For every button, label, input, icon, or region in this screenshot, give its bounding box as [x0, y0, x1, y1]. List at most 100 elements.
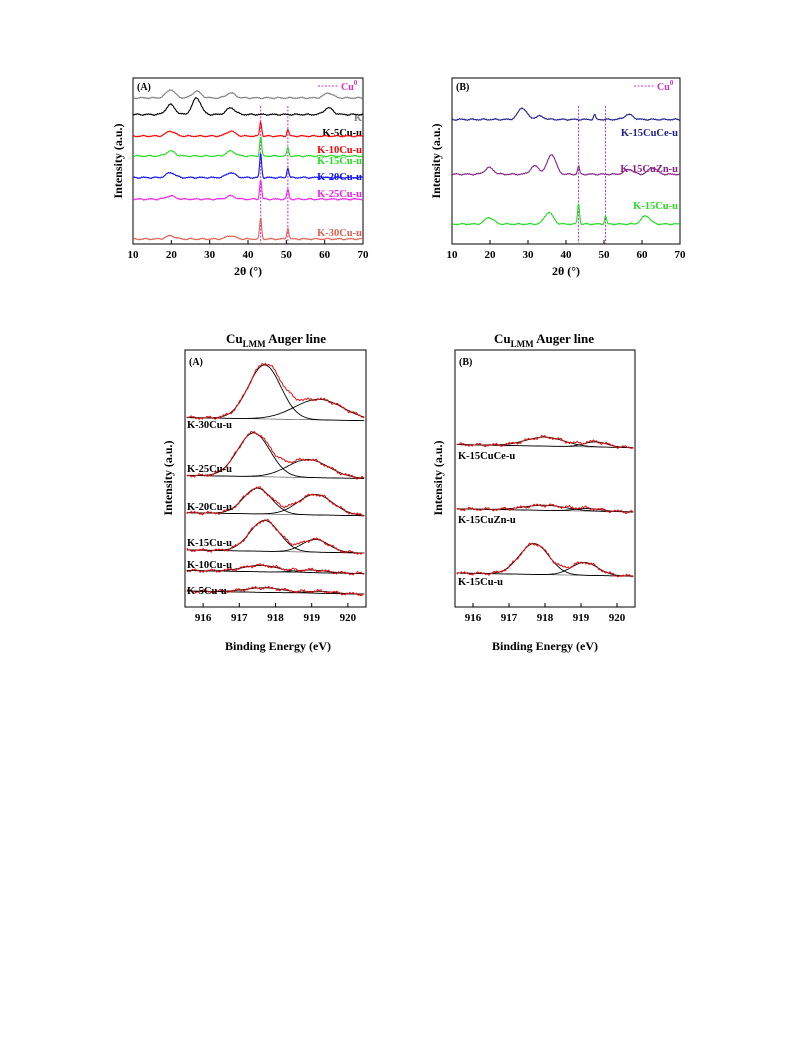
xps-b-series: K-15CuCe-u K-15CuZn-u K-15Cu-u [456, 434, 634, 588]
xps-b-x-ticks: 916 917 918 919 920 [465, 603, 626, 624]
xrd-a-series-line [132, 121, 364, 138]
xps-b-series-label: K-15CuZn-u [458, 515, 516, 526]
xrd-a-x-ticks: 10 20 30 40 50 60 70 [128, 240, 370, 261]
xrd-a-tick-label: 60 [319, 249, 331, 261]
xrd-a-legend-label: Cu0 [341, 79, 358, 93]
xps-a-tick-label: 916 [195, 612, 212, 624]
xrd-b-series-label: K-15CuZn-u [620, 164, 678, 175]
xrd-a-series-label: K [354, 113, 363, 124]
xrd-a-series-label: K-5Cu-u [322, 128, 362, 139]
xrd-b-series: K-15CuCe-u K-15CuZn-u K-15Cu-u [451, 107, 681, 226]
xps-a-raw-spectrum [186, 563, 365, 576]
xps-a-raw-spectrum [186, 518, 365, 556]
xrd-b-tick-label: 60 [637, 249, 649, 261]
xps-a-title: CuLMM Auger line [226, 331, 326, 349]
xrd-a-series-label: K-30Cu-u [317, 228, 362, 239]
xrd-b-tick-label: 30 [523, 249, 535, 261]
xrd-b-legend-label: Cu0 [657, 79, 674, 93]
xps-a-series-label: K-30Cu-u [187, 420, 232, 431]
xps-b-raw-spectrum [456, 434, 634, 450]
xrd-a-tick-label: 10 [128, 249, 140, 261]
xrd-a-panel-label: (A) [137, 82, 151, 93]
xps-a-x-ticks: 916 917 918 919 920 [195, 603, 357, 624]
xrd-a-tick-label: 40 [243, 249, 255, 261]
xrd-b-reference-lines [578, 106, 607, 244]
xps-a-raw-spectrum [186, 430, 365, 480]
xps-b-series-label: K-15CuCe-u [458, 451, 515, 462]
xps-b-tick-label: 916 [465, 612, 482, 624]
xps-a-panel-label: (A) [189, 357, 203, 368]
xrd-a-series-line [132, 89, 364, 100]
xps-b-fit-component [456, 562, 634, 577]
xps-a-series: K-30Cu-u K-25Cu-u K-20Cu-u K-15Cu-u K-10Cu-u… [186, 362, 365, 597]
xps-b-fit-component [456, 508, 634, 513]
xrd-a-tick-label: 20 [166, 249, 178, 261]
xps-a-raw-spectrum [186, 362, 365, 421]
xps-b-tick-label: 918 [537, 612, 554, 624]
xrd-a-series-line [132, 180, 364, 201]
xps-a-tick-label: 919 [303, 612, 320, 624]
xrd-a-tick-label: 70 [358, 249, 370, 261]
xps-a-series-label: K-5Cu-u [187, 586, 227, 597]
xps-panel-a: CuLMM Auger line (A) K-30Cu-u K-25Cu-u K-2… [161, 331, 367, 653]
xrd-b-tick-label: 50 [599, 249, 611, 261]
xrd-b-tick-label: 20 [485, 249, 497, 261]
xrd-a-y-axis-label: Intensity (a.u.) [111, 123, 125, 198]
xrd-b-legend: Cu0 [634, 79, 674, 93]
xrd-a-series-line [133, 153, 364, 180]
xps-b-raw-spectrum [456, 542, 634, 578]
xrd-a-series-line [132, 96, 364, 117]
xrd-a-series-label: K-10Cu-u [317, 145, 362, 156]
xps-b-title: CuLMM Auger line [494, 331, 594, 349]
xps-a-tick-label: 917 [231, 612, 248, 624]
xrd-b-tick-label: 40 [561, 249, 573, 261]
xps-a-fit-component [186, 364, 365, 422]
xps-a-tick-label: 920 [340, 612, 357, 624]
xps-a-raw-spectrum [186, 585, 365, 597]
xrd-b-x-ticks: 10 20 30 40 50 60 70 [447, 240, 687, 261]
xps-b-tick-label: 919 [573, 612, 590, 624]
xrd-b-series-line [451, 107, 681, 122]
xps-a-fit-component [186, 569, 365, 575]
xrd-b-series-line [451, 154, 681, 176]
xps-b-frame [454, 349, 636, 608]
xps-b-y-axis-label: Intensity (a.u.) [431, 440, 445, 515]
xps-b-x-axis-label: Binding Energy (eV) [492, 639, 598, 653]
xrd-a-tick-label: 50 [281, 249, 293, 261]
xrd-a-reference-lines [260, 106, 289, 244]
xps-a-fit-component [186, 432, 365, 479]
xps-b-series-label: K-15Cu-u [458, 577, 503, 588]
xps-a-series-label: K-25Cu-u [187, 464, 232, 475]
xps-a-tick-label: 918 [267, 612, 284, 624]
xps-a-series-label: K-15Cu-u [187, 538, 232, 549]
xrd-b-x-axis-label: 2θ (°) [552, 264, 580, 278]
xrd-b-tick-label: 70 [675, 249, 687, 261]
xrd-b-series-line [451, 202, 681, 226]
xps-a-series-label: K-10Cu-u [187, 560, 232, 571]
xrd-a-series-line [132, 135, 364, 158]
xps-a-x-axis-label: Binding Energy (eV) [225, 639, 331, 653]
xps-b-tick-label: 917 [501, 612, 518, 624]
xrd-a-series-line [132, 217, 364, 241]
xps-a-fit-component [186, 459, 365, 479]
xrd-a-legend: Cu0 [318, 79, 358, 93]
xrd-b-y-axis-label: Intensity (a.u.) [429, 123, 443, 198]
xrd-b-tick-label: 10 [447, 249, 459, 261]
xps-a-raw-spectrum [186, 486, 365, 517]
xps-b-raw-spectrum [456, 503, 634, 514]
xrd-a-series-label: K-20Cu-u [317, 172, 362, 183]
xps-b-panel-label: (B) [459, 357, 472, 368]
xrd-a-tick-label: 30 [204, 249, 216, 261]
xps-a-y-axis-label: Intensity (a.u.) [161, 440, 175, 515]
xrd-panel-b: (B) Cu0 K-15CuCe-u K-15CuZn-u K-15Cu-u 10 2… [429, 77, 687, 278]
xps-b-tick-label: 920 [609, 612, 626, 624]
xps-panel-b: CuLMM Auger line (B) K-15CuCe-u K-15CuZn-… [431, 331, 636, 653]
xps-a-series-label: K-20Cu-u [187, 502, 232, 513]
xrd-a-x-axis-label: 2θ (°) [234, 264, 262, 278]
xrd-b-series-label: K-15Cu-u [633, 201, 678, 212]
xrd-b-panel-label: (B) [456, 82, 469, 93]
xrd-b-series-label: K-15CuCe-u [621, 128, 678, 139]
xrd-a-series-label: K-15Cu-u [317, 156, 362, 167]
xps-a-fit-component [186, 398, 365, 419]
